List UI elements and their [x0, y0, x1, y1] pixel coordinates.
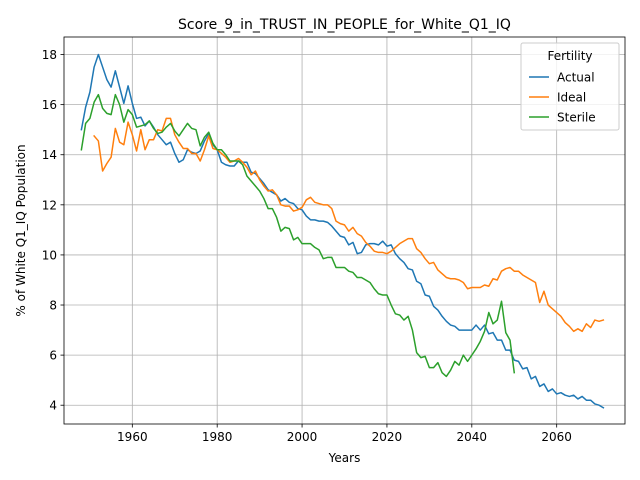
grid [64, 37, 625, 424]
plot-frame [63, 36, 626, 425]
series-line-sterile [80, 93, 516, 378]
x-tick-label: 1980 [202, 430, 233, 444]
legend-label-ideal: Ideal [557, 91, 586, 105]
legend: Fertility Actual Ideal Sterile [520, 42, 620, 131]
x-axis-label: Years [328, 451, 361, 465]
y-tick-label: 12 [42, 198, 57, 212]
y-axis-label: % of White Q1_IQ Population [14, 144, 28, 316]
chart-title: Score_9_in_TRUST_IN_PEOPLE_for_White_Q1_… [178, 17, 511, 33]
y-tick-label: 6 [49, 349, 57, 363]
y-tick-label: 10 [42, 248, 57, 262]
y-tick-label: 4 [49, 399, 57, 413]
series-layer [80, 53, 605, 409]
legend-title: Fertility [547, 49, 592, 63]
x-tick-label: 2020 [372, 430, 403, 444]
y-tick-label: 16 [42, 98, 57, 112]
legend-label-actual: Actual [557, 71, 595, 85]
series-line-ideal [93, 117, 605, 333]
series-line-actual [80, 53, 605, 409]
legend-label-sterile: Sterile [557, 111, 596, 125]
legend-box [520, 42, 620, 131]
legend-entries: Actual Ideal Sterile [529, 71, 596, 125]
x-tick-label: 1960 [117, 430, 148, 444]
x-tick-label: 2040 [457, 430, 488, 444]
axis-ticks: 1960 1980 2000 2020 2040 2060 4 6 8 10 12 14 16 18 [42, 48, 572, 444]
y-tick-label: 8 [49, 299, 57, 313]
y-tick-label: 14 [42, 148, 57, 162]
x-tick-label: 2000 [287, 430, 318, 444]
x-tick-label: 2060 [541, 430, 572, 444]
y-tick-label: 18 [42, 48, 57, 62]
